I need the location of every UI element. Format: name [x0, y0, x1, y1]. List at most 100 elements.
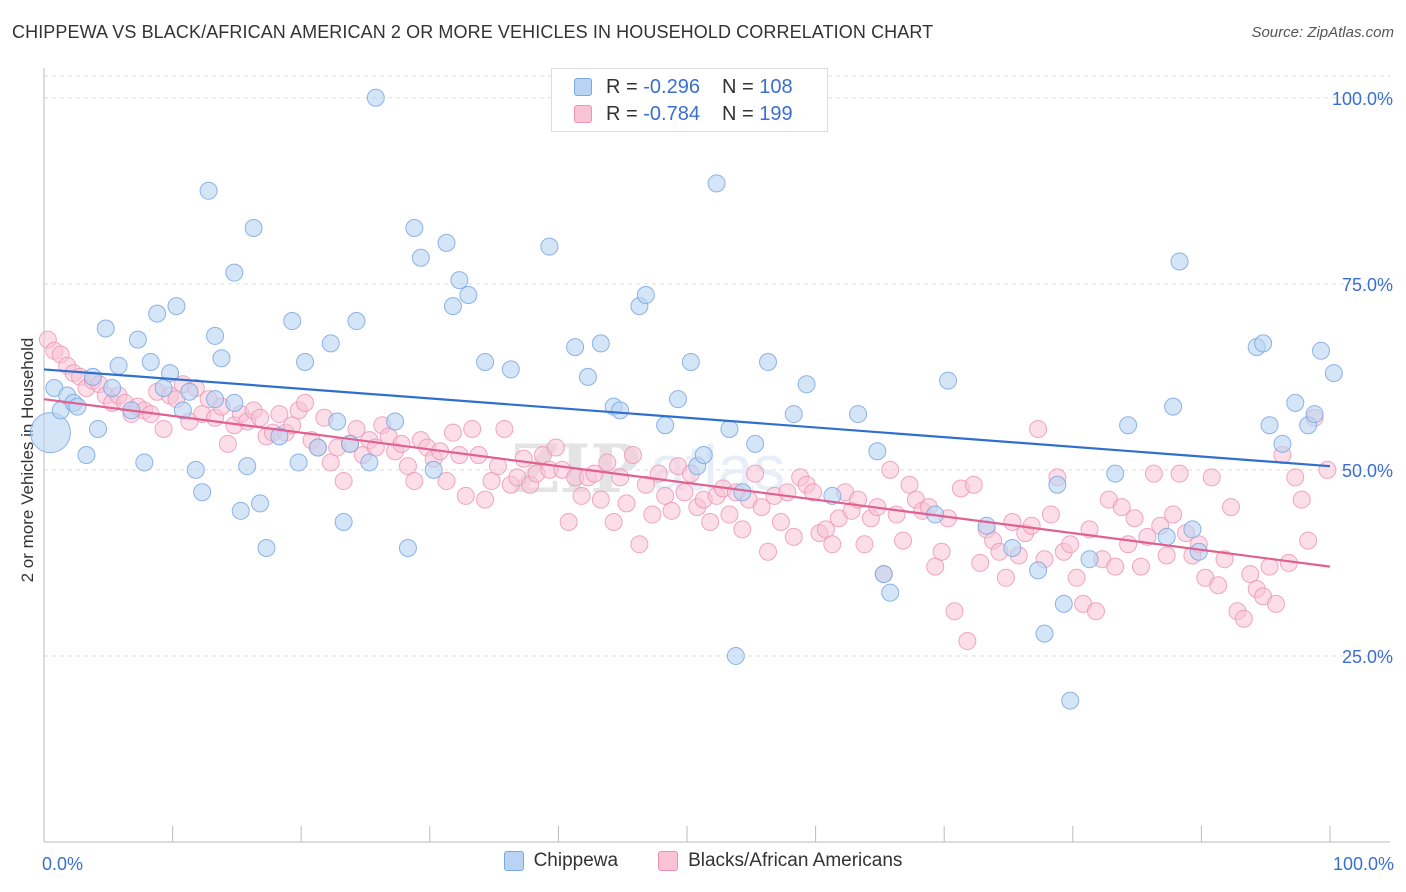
- point-chippewa: [251, 494, 270, 513]
- bottom-legend-swatch-black: [658, 851, 679, 871]
- point-black: [733, 520, 752, 539]
- x-tick-label-max: 100.0%: [1333, 854, 1394, 874]
- point-chippewa: [77, 446, 96, 464]
- bottom-legend-item-black[interactable]: Blacks/African Americans: [658, 850, 902, 872]
- point-chippewa: [1003, 539, 1022, 558]
- point-black: [1138, 527, 1157, 546]
- point-chippewa: [437, 233, 456, 252]
- point-black: [1241, 565, 1260, 584]
- point-chippewa: [109, 356, 128, 375]
- point-chippewa: [1260, 416, 1279, 435]
- point-chippewa: [334, 512, 353, 531]
- point-chippewa: [347, 312, 366, 331]
- point-black: [746, 464, 765, 483]
- point-chippewa: [180, 382, 199, 401]
- point-black: [1202, 468, 1221, 487]
- point-black: [1292, 490, 1311, 509]
- point-black: [1221, 498, 1240, 517]
- point-black: [1125, 509, 1144, 528]
- point-chippewa: [173, 401, 192, 420]
- point-chippewa: [244, 219, 263, 238]
- point-chippewa: [881, 583, 900, 602]
- point-chippewa: [29, 412, 71, 454]
- point-black: [1157, 546, 1176, 565]
- point-chippewa: [977, 516, 996, 535]
- point-chippewa: [707, 174, 726, 193]
- legend-row-chippewa: R = -0.296 N = 108: [574, 72, 793, 102]
- point-chippewa: [199, 181, 218, 200]
- point-chippewa: [193, 483, 212, 502]
- point-chippewa: [797, 375, 816, 394]
- point-chippewa: [1035, 624, 1054, 643]
- point-black: [617, 494, 636, 513]
- point-chippewa: [366, 88, 385, 107]
- point-black: [1106, 557, 1125, 576]
- point-black: [823, 535, 842, 554]
- bottom-legend: Chippewa Blacks/African Americans: [0, 850, 1406, 872]
- point-black: [784, 527, 803, 546]
- point-black: [643, 505, 662, 524]
- point-black: [456, 486, 475, 505]
- point-black: [1215, 550, 1234, 569]
- point-black: [463, 419, 482, 438]
- point-black: [1041, 505, 1060, 524]
- point-chippewa: [443, 297, 462, 316]
- point-black: [855, 535, 874, 554]
- point-chippewa: [270, 427, 289, 446]
- point-black: [1029, 419, 1048, 438]
- point-black: [270, 405, 289, 424]
- point-black: [1086, 602, 1105, 621]
- point-black: [894, 531, 913, 550]
- legend-r-value-chippewa: -0.296: [643, 75, 700, 98]
- point-chippewa: [206, 390, 225, 409]
- point-chippewa: [103, 379, 122, 398]
- point-black: [405, 472, 424, 491]
- point-black: [1061, 535, 1080, 554]
- point-black: [251, 408, 270, 427]
- legend-n-value-black: 199: [759, 102, 793, 125]
- point-black: [656, 486, 675, 505]
- point-black: [926, 557, 945, 576]
- legend-n-label: N =: [721, 75, 754, 98]
- point-chippewa: [459, 285, 478, 304]
- point-black: [932, 542, 951, 561]
- point-chippewa: [501, 360, 520, 379]
- point-chippewa: [1164, 397, 1183, 416]
- bottom-legend-swatch-chippewa: [503, 851, 524, 871]
- bottom-legend-item-chippewa[interactable]: Chippewa: [503, 850, 618, 872]
- point-black: [591, 490, 610, 509]
- point-black: [392, 434, 411, 453]
- point-black: [1119, 535, 1138, 554]
- point-black: [154, 419, 173, 438]
- point-chippewa: [1189, 542, 1208, 561]
- point-chippewa: [849, 405, 868, 424]
- point-chippewa: [238, 457, 257, 476]
- point-chippewa: [1119, 416, 1138, 435]
- point-chippewa: [1061, 691, 1080, 710]
- point-black: [1022, 516, 1041, 535]
- point-chippewa: [135, 453, 154, 472]
- point-chippewa: [1106, 464, 1125, 483]
- point-chippewa: [746, 434, 765, 453]
- point-chippewa: [328, 412, 347, 431]
- point-black: [971, 553, 990, 572]
- point-black: [881, 460, 900, 479]
- point-chippewa: [1324, 364, 1343, 383]
- point-black: [1286, 468, 1305, 487]
- point-chippewa: [636, 285, 655, 304]
- point-chippewa: [308, 438, 327, 457]
- point-black: [334, 472, 353, 491]
- point-black: [495, 419, 514, 438]
- point-black: [630, 535, 649, 554]
- point-chippewa: [283, 312, 302, 331]
- point-chippewa: [733, 483, 752, 502]
- point-chippewa: [874, 565, 893, 584]
- point-chippewa: [668, 390, 687, 409]
- point-chippewa: [1273, 434, 1292, 453]
- point-chippewa: [1254, 334, 1273, 353]
- point-black: [623, 446, 642, 464]
- point-chippewa: [186, 460, 205, 479]
- point-black: [546, 438, 565, 457]
- point-black: [398, 457, 417, 476]
- point-chippewa: [1157, 527, 1176, 546]
